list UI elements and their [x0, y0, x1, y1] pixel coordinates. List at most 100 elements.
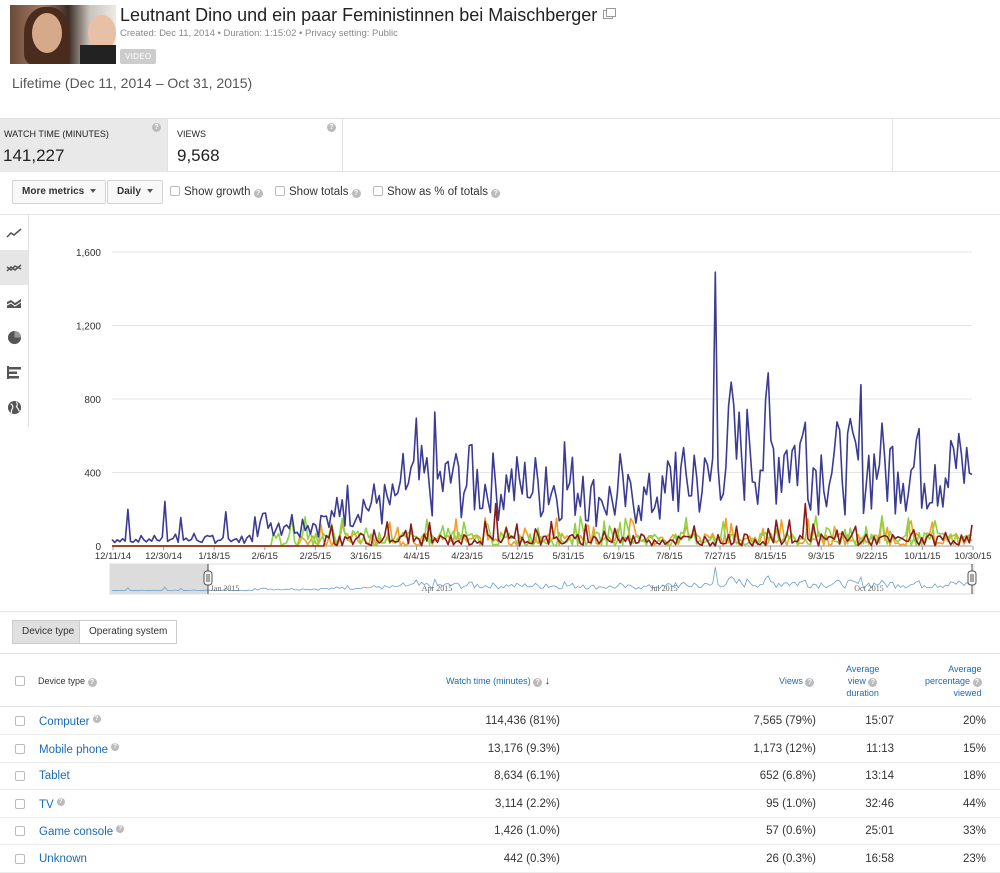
show-pct-checkbox[interactable]: Show as % of totals ? [373, 186, 501, 198]
col-views[interactable]: Views ? [779, 675, 815, 687]
select-all-checkbox[interactable] [15, 676, 25, 686]
help-icon[interactable]: ? [87, 678, 97, 687]
help-icon[interactable]: ? [533, 678, 543, 687]
line-chart[interactable]: 0 400 800 1,200 1,600 12/11/14 12/30/14 1/18/15… [0, 215, 1000, 613]
line-chart-icon[interactable] [0, 215, 28, 250]
metric-views[interactable]: VIEWS 9,568 ? [168, 119, 343, 172]
help-icon[interactable]: ? [972, 678, 982, 687]
row-device-name[interactable]: Computer? [39, 715, 101, 728]
row-device-name-text[interactable]: Mobile phone [39, 743, 109, 756]
navigator-right-handle[interactable] [967, 570, 977, 586]
row-checkbox[interactable] [15, 771, 25, 782]
y-tick-label: 400 [84, 469, 101, 480]
navigator-label: Jul 2015 [650, 584, 677, 593]
show-totals-label: Show totals [289, 186, 349, 198]
table-row: Unknown 442 (0.3%) 26 (0.3%) 16:58 23% [0, 845, 1000, 873]
row-device-name[interactable]: Mobile phone? [39, 742, 120, 756]
x-tick-label: 12/30/14 [145, 551, 182, 562]
row-checkbox[interactable] [15, 798, 25, 809]
help-icon[interactable]: ? [327, 123, 336, 132]
help-icon[interactable]: ? [805, 678, 815, 687]
row-watch-time: 3,114 (2.2%) [495, 797, 560, 810]
row-watch-time: 442 (0.3%) [503, 853, 560, 865]
help-icon[interactable]: ? [111, 742, 120, 751]
interval-label: Daily [117, 186, 141, 197]
x-tick-label: 4/4/15 [403, 551, 429, 562]
show-growth-checkbox[interactable]: Show growth ? [170, 186, 263, 198]
row-device-name-text[interactable]: TV [39, 798, 54, 811]
row-device-name[interactable]: Tablet [39, 770, 70, 782]
date-range[interactable]: Lifetime (Dec 11, 2014 – Oct 31, 2015) [12, 75, 253, 91]
tab-device-type[interactable]: Device type [12, 620, 85, 644]
y-tick-label: 800 [84, 395, 101, 406]
help-icon[interactable]: ? [116, 825, 125, 834]
video-header: Leutnant Dino und ein paar Feministinnen… [0, 0, 1000, 118]
help-icon[interactable]: ? [351, 189, 361, 198]
row-checkbox[interactable] [15, 716, 25, 726]
video-title[interactable]: Leutnant Dino und ein paar Feministinnen… [120, 5, 617, 26]
row-device-name-text[interactable]: Unknown [39, 853, 87, 865]
sort-down-arrow-icon[interactable]: ↓ [544, 675, 551, 687]
thumbnail-person2-suit [80, 45, 116, 64]
checkbox-icon[interactable] [170, 186, 180, 196]
row-checkbox[interactable] [15, 826, 25, 837]
interval-dropdown[interactable]: Daily [107, 180, 163, 204]
show-totals-checkbox[interactable]: Show totals ? [275, 186, 361, 198]
navigator-label: Oct 2015 [854, 584, 884, 593]
table-header: Device type ? Watch time (minutes) ? ↓ V… [0, 653, 1000, 707]
row-device-name-text[interactable]: Tablet [39, 770, 70, 783]
bar-chart-icon[interactable] [0, 355, 28, 390]
help-icon[interactable]: ? [253, 189, 263, 198]
row-checkbox[interactable] [15, 743, 25, 754]
more-metrics-button[interactable]: More metrics [12, 180, 107, 204]
x-tick-label: 10/30/15 [955, 551, 992, 562]
navigator-left-handle[interactable] [203, 570, 213, 586]
col-avg-pct-l1: Average [948, 664, 982, 674]
navigator-mask [110, 564, 208, 594]
col-watch-time[interactable]: Watch time (minutes) ? ↓ [446, 675, 550, 687]
metric-empty-slot[interactable] [343, 119, 893, 172]
col-avg-pct-viewed[interactable]: Average percentage ? viewed [925, 663, 982, 699]
help-icon[interactable]: ? [152, 123, 161, 132]
table-row: Tablet 8,634 (6.1%) 652 (6.8%) 13:14 18% [0, 762, 1000, 791]
help-icon[interactable]: ? [491, 189, 501, 198]
row-avg-duration: 32:46 [865, 797, 894, 810]
help-icon[interactable]: ? [868, 678, 878, 687]
row-device-name-text[interactable]: Computer [39, 716, 90, 728]
help-icon[interactable]: ? [56, 797, 65, 806]
col-views-label: Views [779, 676, 803, 686]
multi-line-chart-icon[interactable] [0, 250, 28, 285]
chart-toolbar: More metrics Daily Show growth ? Show to… [0, 172, 1000, 214]
row-avg-duration: 11:13 [866, 742, 894, 755]
col-avg-duration-l3: duration [846, 688, 879, 698]
pie-chart-icon[interactable] [0, 320, 28, 355]
globe-icon[interactable] [0, 390, 28, 425]
col-avg-view-duration[interactable]: Average view ? duration [846, 663, 879, 699]
x-tick-label: 2/25/15 [300, 551, 332, 562]
row-device-name[interactable]: Game console? [39, 825, 125, 839]
row-avg-pct: 20% [962, 715, 986, 727]
row-device-name[interactable]: TV? [39, 797, 65, 811]
row-views: 7,565 (79%) [753, 715, 816, 727]
external-link-icon[interactable] [603, 8, 617, 19]
row-avg-pct: 44% [962, 797, 986, 810]
x-tick-label: 3/16/15 [350, 551, 382, 562]
checkbox-icon[interactable] [373, 186, 383, 196]
video-thumbnail[interactable] [10, 5, 116, 64]
row-checkbox[interactable] [15, 854, 25, 864]
col-device-type[interactable]: Device type ? [38, 676, 97, 687]
row-device-name-text[interactable]: Game console [39, 826, 114, 839]
checkbox-icon[interactable] [275, 186, 285, 196]
chevron-down-icon [90, 189, 97, 194]
y-tick-label: 1,200 [76, 322, 101, 333]
tab-operating-system[interactable]: Operating system [79, 620, 178, 644]
help-icon[interactable]: ? [92, 715, 101, 723]
row-avg-duration: 16:58 [865, 853, 894, 865]
stacked-area-icon[interactable] [0, 285, 28, 320]
row-views: 26 (0.3%) [766, 853, 816, 865]
x-tick-label: 9/22/15 [856, 551, 888, 562]
metric-watch-time[interactable]: WATCH TIME (MINUTES) 141,227 ? [0, 119, 168, 172]
row-device-name[interactable]: Unknown [39, 853, 87, 865]
metric-tabs: WATCH TIME (MINUTES) 141,227 ? VIEWS 9,5… [0, 118, 1000, 172]
video-title-text[interactable]: Leutnant Dino und ein paar Feministinnen… [120, 5, 598, 25]
